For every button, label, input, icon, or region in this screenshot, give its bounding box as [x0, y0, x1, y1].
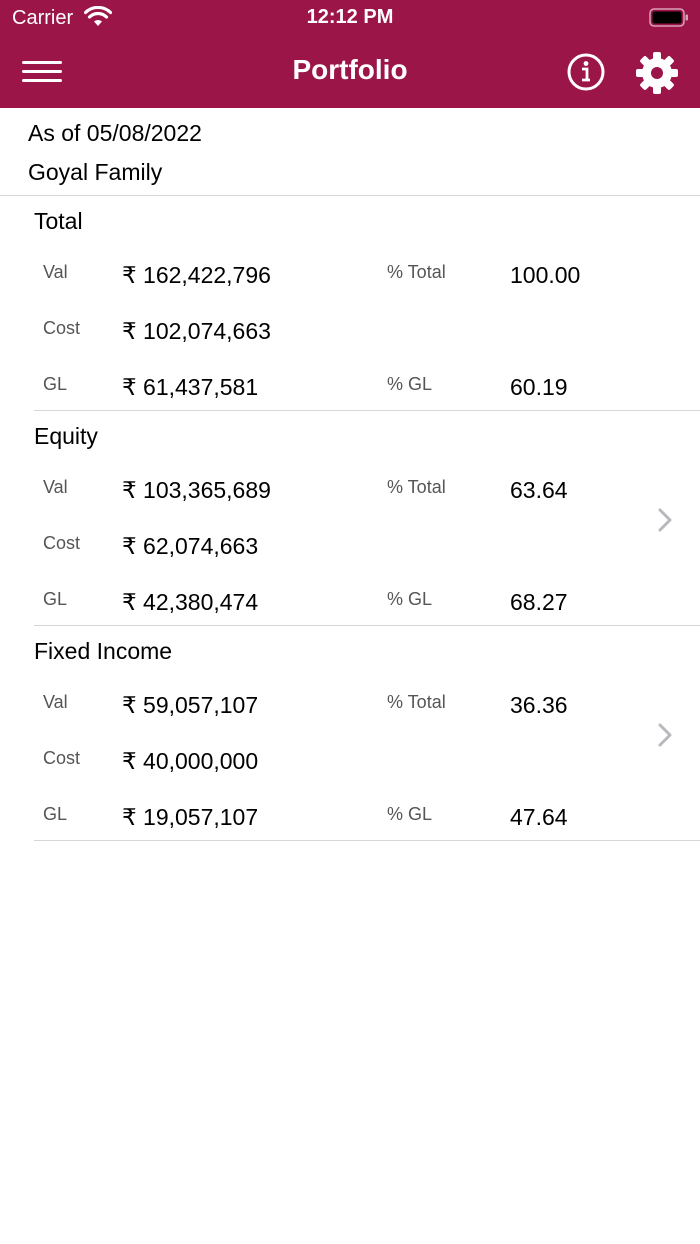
info-icon[interactable]: [566, 52, 606, 92]
section-title: Fixed Income: [34, 638, 173, 664]
pct-total-value: 36.36: [510, 692, 568, 718]
gl-value: ₹ 19,057,107: [122, 804, 259, 830]
pct-gl-value: 68.27: [510, 589, 568, 615]
pct-total-value: 63.64: [510, 477, 568, 503]
wifi-icon: [84, 6, 112, 26]
chevron-right-icon[interactable]: [655, 505, 675, 535]
val-label: Val: [43, 262, 68, 282]
gl-value: ₹ 42,380,474: [122, 589, 259, 615]
status-bar: Carrier 12:12 PM: [0, 0, 700, 36]
divider: [34, 410, 700, 411]
pct-total-label: % Total: [387, 262, 446, 282]
pct-gl-label: % GL: [387, 589, 433, 609]
val-value: ₹ 162,422,796: [122, 262, 271, 288]
carrier-label: Carrier: [12, 7, 74, 29]
val-value: ₹ 103,365,689: [122, 477, 271, 503]
cost-value: ₹ 62,074,663: [122, 533, 259, 559]
family-name: Goyal Family: [28, 159, 163, 185]
pct-total-value: 100.00: [510, 262, 581, 288]
navigation-bar: Portfolio: [0, 36, 700, 108]
top-bar: Carrier 12:12 PM Portfolio: [0, 0, 700, 108]
cost-label: Cost: [43, 318, 81, 338]
hamburger-menu-icon: [22, 70, 62, 73]
pct-total-label: % Total: [387, 692, 446, 712]
section-total: Total Val ₹ 162,422,796 % Total 100.00 C…: [0, 196, 700, 411]
pct-gl-value: 60.19: [510, 374, 568, 400]
divider: [34, 840, 700, 841]
status-time: 12:12 PM: [306, 6, 394, 28]
menu-button[interactable]: [22, 58, 62, 86]
divider: [34, 625, 700, 626]
gl-label: GL: [43, 589, 68, 609]
gl-label: GL: [43, 804, 68, 824]
pct-gl-label: % GL: [387, 804, 433, 824]
cost-label: Cost: [43, 748, 81, 768]
battery-icon: [649, 8, 688, 27]
section-title: Equity: [34, 423, 98, 449]
as-of-date: As of 05/08/2022: [28, 120, 202, 146]
val-label: Val: [43, 477, 68, 497]
pct-gl-label: % GL: [387, 374, 433, 394]
pct-total-label: % Total: [387, 477, 446, 497]
section-fixed-income[interactable]: Fixed Income Val ₹ 59,057,107 % Total 36…: [0, 626, 700, 841]
chevron-right-icon[interactable]: [655, 720, 675, 750]
section-title: Total: [34, 208, 83, 234]
cost-value: ₹ 102,074,663: [122, 318, 271, 344]
cost-label: Cost: [43, 533, 81, 553]
section-equity[interactable]: Equity Val ₹ 103,365,689 % Total 63.64 C…: [0, 411, 700, 626]
val-label: Val: [43, 692, 68, 712]
portfolio-header: As of 05/08/2022 Goyal Family: [0, 108, 700, 196]
gl-value: ₹ 61,437,581: [122, 374, 259, 400]
gl-label: GL: [43, 374, 68, 394]
hamburger-menu-icon: [22, 79, 62, 82]
val-value: ₹ 59,057,107: [122, 692, 259, 718]
gear-icon[interactable]: [635, 51, 679, 95]
pct-gl-value: 47.64: [510, 804, 568, 830]
hamburger-menu-icon: [22, 61, 62, 64]
cost-value: ₹ 40,000,000: [122, 748, 259, 774]
